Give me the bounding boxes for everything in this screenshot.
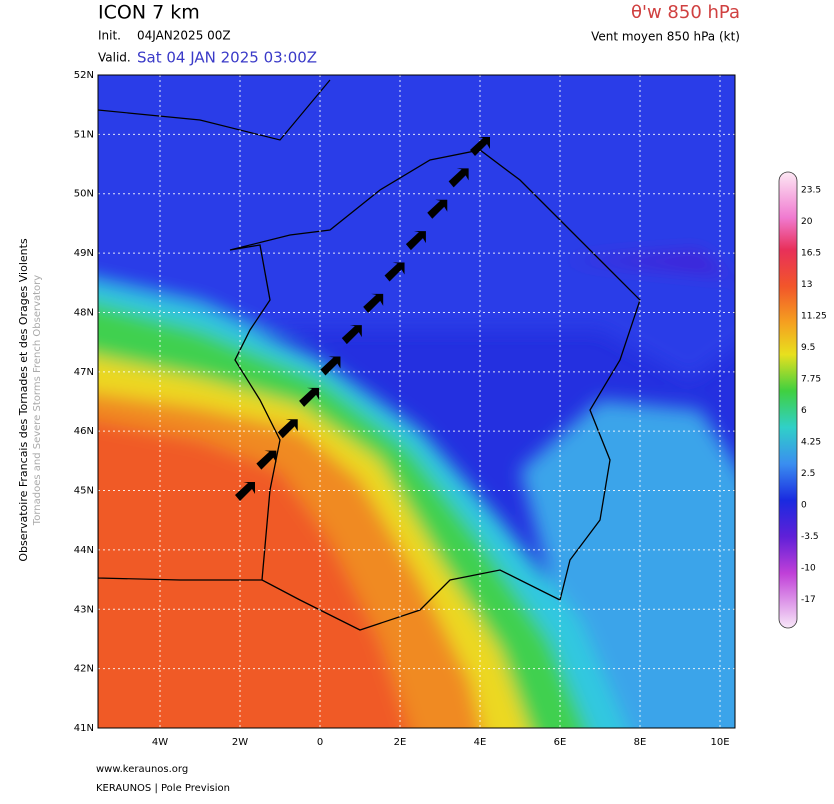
arrow	[427, 199, 448, 219]
colorbar-label: 16.5	[801, 249, 821, 259]
lat-label: 52N	[74, 70, 94, 81]
arrow	[363, 293, 384, 313]
lon-label: 10E	[710, 737, 729, 748]
field-cyan-sea	[520, 400, 735, 728]
lat-label: 41N	[74, 723, 94, 734]
lon-label: 0	[317, 737, 323, 748]
arrow	[299, 387, 320, 407]
arrow	[448, 168, 469, 188]
valid: Sat 04 JAN 2025 03:00Z	[137, 49, 317, 67]
colorbar-label: -17	[801, 595, 816, 605]
colorbar-label: 23.5	[801, 186, 821, 196]
lat-label: 51N	[74, 129, 94, 140]
lon-label: 4E	[474, 737, 487, 748]
side-fr: Observatoire Francais des Tornades et de…	[17, 238, 30, 562]
arrow	[384, 262, 405, 282]
arrow	[277, 419, 298, 439]
lon-label: 6E	[554, 737, 567, 748]
lat-label: 47N	[74, 367, 94, 378]
colorbar-label: 0	[801, 501, 807, 511]
field-blue	[98, 75, 735, 380]
colorbar-label: 11.25	[801, 312, 827, 322]
lat-label: 42N	[74, 664, 94, 675]
colorbar-label: 7.75	[801, 375, 821, 385]
colorbar-label: 20	[801, 217, 813, 227]
colorbar-labels: 23.5 20 16.5 13 11.25 9.5 7.75 6 4.25 2.5 0 -3.5 -10…	[801, 186, 827, 606]
arrow	[341, 325, 362, 345]
subtitle: Vent moyen 850 hPa (kt)	[591, 30, 740, 44]
grid	[98, 75, 735, 728]
footer-company: KERAUNOS | Pole Prevision	[96, 783, 230, 794]
colorbar-label: -10	[801, 564, 816, 574]
lat-label: 46N	[74, 426, 94, 437]
lat-label: 48N	[74, 307, 94, 318]
arrow	[256, 450, 277, 470]
arrow	[470, 137, 490, 156]
field-red	[98, 420, 410, 728]
colorbar-label: 4.25	[801, 438, 821, 448]
map-frame	[97, 74, 736, 729]
lat-label: 44N	[74, 545, 94, 556]
colorbar-label: 2.5	[801, 469, 815, 479]
field	[98, 75, 735, 728]
lon-label: 2E	[394, 737, 407, 748]
side-en: Tornadoes and Severe Storms French Obser…	[32, 275, 43, 526]
init-label: Init.	[98, 29, 121, 43]
arrows	[235, 137, 490, 501]
colorbar-label: 9.5	[801, 343, 815, 353]
lon-label: 8E	[634, 737, 647, 748]
model: ICON 7 km	[98, 2, 200, 24]
field-violet	[560, 250, 735, 280]
colorbar	[778, 171, 798, 629]
parameter: θ'w 850 hPa	[631, 2, 740, 23]
colorbar-label: 6	[801, 406, 807, 416]
lat-label: 49N	[74, 248, 94, 259]
lat-label: 45N	[74, 486, 94, 497]
arrow	[320, 356, 341, 376]
colorbar-label: -3.5	[801, 532, 819, 542]
colorbar-label: 13	[801, 280, 812, 290]
axis-labels: 52N 51N 50N 49N 48N 47N 46N 45N 44N 43N 42N 41N 4W 2W…	[74, 70, 730, 748]
lat-label: 50N	[74, 189, 94, 200]
init: 04JAN2025 00Z	[137, 29, 231, 43]
lat-label: 43N	[74, 604, 94, 615]
lon-label: 2W	[232, 737, 248, 748]
arrow	[235, 482, 255, 501]
arrow	[405, 231, 426, 251]
footer-site: www.keraunos.org	[96, 764, 188, 775]
map	[98, 75, 735, 728]
valid-label: Valid.	[98, 51, 131, 65]
lon-label: 4W	[152, 737, 168, 748]
